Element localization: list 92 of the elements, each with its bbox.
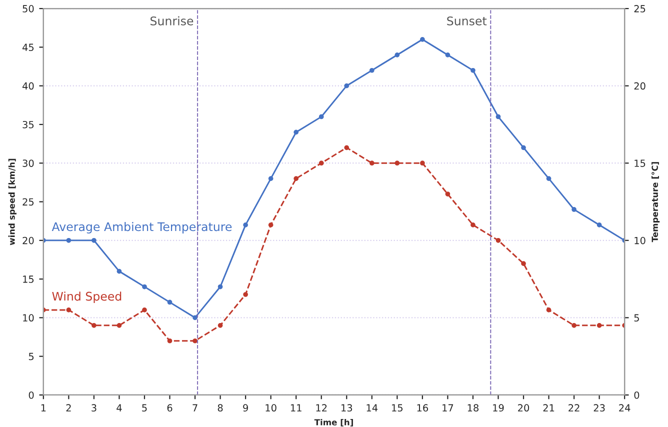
y-tick-label: 20 bbox=[22, 236, 34, 244]
y-tick-label: 5 bbox=[28, 352, 34, 360]
x-tick-label: 7 bbox=[192, 404, 198, 412]
y-tick-label: 40 bbox=[22, 82, 34, 90]
x-tick-label: 4 bbox=[116, 404, 122, 412]
point bbox=[445, 52, 450, 58]
y-tick-label: 45 bbox=[22, 44, 34, 52]
point bbox=[369, 68, 374, 73]
y-tick-label: 15 bbox=[23, 276, 34, 283]
point bbox=[546, 308, 552, 312]
point bbox=[318, 160, 324, 166]
x-tick-label: 6 bbox=[167, 404, 172, 412]
point bbox=[294, 130, 299, 135]
ref-line-label: Sunset bbox=[447, 16, 487, 26]
x-tick-label: 24 bbox=[619, 404, 630, 412]
point bbox=[66, 308, 72, 312]
x-tick-label: 18 bbox=[468, 404, 478, 412]
x-tick-label: 15 bbox=[392, 404, 403, 412]
point bbox=[294, 176, 299, 181]
point bbox=[445, 192, 450, 196]
y-tick-label: 25 bbox=[22, 198, 34, 206]
y2-axis-title: Temperature [°C] bbox=[652, 162, 660, 242]
point bbox=[243, 292, 248, 297]
point bbox=[66, 238, 72, 243]
point bbox=[521, 145, 526, 150]
point bbox=[268, 222, 274, 228]
y-tick-label: 0 bbox=[28, 391, 34, 399]
x-tick-label: 9 bbox=[243, 404, 248, 412]
point bbox=[92, 322, 96, 328]
y2-tick-label: 15 bbox=[634, 160, 646, 167]
point bbox=[167, 338, 172, 344]
x-tick-label: 2 bbox=[66, 404, 71, 412]
x-tick-label: 16 bbox=[417, 404, 428, 412]
point bbox=[420, 160, 425, 166]
x-tick-label: 12 bbox=[316, 404, 327, 412]
point bbox=[116, 322, 122, 328]
point bbox=[394, 160, 400, 166]
point bbox=[218, 284, 223, 290]
y-axis-title: wind speed [km/h] bbox=[8, 158, 16, 246]
x-tick-label: 5 bbox=[142, 404, 147, 412]
x-tick-label: 20 bbox=[518, 404, 530, 412]
x-tick-label: 1 bbox=[41, 404, 46, 412]
point bbox=[470, 222, 476, 228]
point bbox=[572, 207, 576, 212]
y-tick-label: 50 bbox=[22, 5, 34, 12]
y2-tick-label: 25 bbox=[634, 5, 646, 12]
point bbox=[92, 238, 96, 243]
x-tick-label: 17 bbox=[442, 404, 454, 412]
x-tick-label: 22 bbox=[568, 404, 580, 412]
x-tick-label: 21 bbox=[543, 404, 554, 412]
y-tick-label: 35 bbox=[22, 120, 34, 128]
point bbox=[420, 37, 425, 42]
x-tick-label: 3 bbox=[92, 404, 96, 412]
point bbox=[596, 322, 602, 328]
point bbox=[369, 160, 374, 166]
point bbox=[318, 114, 324, 120]
point bbox=[344, 83, 350, 88]
point bbox=[521, 261, 526, 266]
x-tick-label: 23 bbox=[594, 404, 605, 412]
point bbox=[218, 322, 223, 328]
point bbox=[496, 114, 501, 120]
point bbox=[470, 68, 476, 73]
y2-tick-label: 0 bbox=[634, 391, 640, 399]
x-axis-title: Time [h] bbox=[314, 418, 353, 426]
point bbox=[167, 300, 172, 305]
y2-tick-label: 10 bbox=[634, 236, 646, 244]
y2-tick-label: 5 bbox=[634, 314, 639, 322]
series-label: Average Ambient Temperature bbox=[52, 222, 232, 234]
y-tick-label: 30 bbox=[22, 160, 34, 167]
x-tick-label: 11 bbox=[290, 404, 302, 412]
point bbox=[142, 284, 147, 290]
point bbox=[596, 222, 602, 228]
point bbox=[142, 308, 147, 312]
series-label: Wind Speed bbox=[52, 292, 122, 304]
point bbox=[496, 238, 501, 243]
x-tick-label: 8 bbox=[218, 404, 223, 412]
ref-line-label: Sunrise bbox=[150, 16, 194, 26]
point bbox=[572, 322, 576, 328]
x-tick-label: 10 bbox=[266, 404, 276, 412]
point bbox=[268, 176, 274, 181]
y2-tick-label: 20 bbox=[634, 82, 646, 90]
x-tick-label: 19 bbox=[493, 404, 504, 412]
point bbox=[344, 145, 350, 150]
point bbox=[192, 315, 198, 320]
point bbox=[546, 176, 552, 181]
y-tick-label: 10 bbox=[23, 314, 34, 322]
x-tick-label: 14 bbox=[366, 404, 378, 412]
point bbox=[192, 338, 198, 344]
point bbox=[394, 52, 400, 58]
point bbox=[116, 268, 122, 274]
x-tick-label: 13 bbox=[342, 404, 352, 412]
point bbox=[243, 222, 248, 228]
